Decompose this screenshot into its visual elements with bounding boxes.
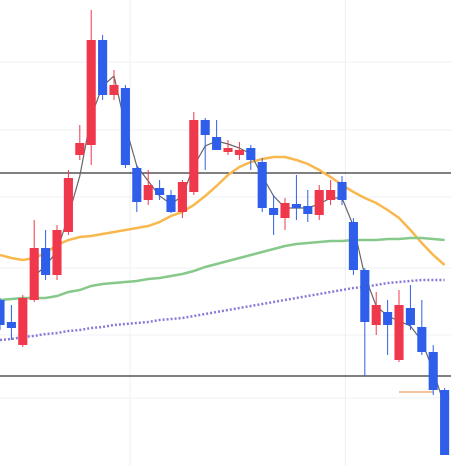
candle-body (98, 40, 108, 95)
candle-body (189, 120, 199, 192)
candle-body (383, 312, 393, 325)
candle-body (177, 182, 187, 212)
candle-body (291, 204, 301, 208)
candle-body (257, 162, 267, 208)
candle-body (155, 188, 165, 195)
candle-body (303, 206, 313, 214)
candle-body (212, 137, 222, 150)
candle-body (120, 88, 130, 165)
candle-body (428, 352, 438, 390)
candle-body (371, 305, 381, 325)
candle-body (314, 190, 324, 215)
candle-body (280, 203, 290, 218)
ma-line (0, 236, 445, 302)
candle-body (326, 190, 336, 200)
candle-body (246, 148, 256, 160)
candle-body (417, 327, 427, 352)
candle-body (440, 390, 450, 455)
candle-body (132, 168, 142, 202)
candle-body (234, 150, 244, 155)
candle-body (200, 120, 210, 135)
candle-body (109, 85, 119, 95)
candle-body (6, 322, 16, 328)
candle-body (348, 222, 358, 270)
candle-body (0, 300, 5, 325)
candle-body (75, 143, 85, 155)
ma-line (0, 278, 445, 342)
candle-body (86, 40, 96, 145)
candle-body (143, 185, 153, 200)
candle-body (18, 298, 28, 345)
candle-body (166, 195, 176, 212)
candle-body (360, 270, 370, 322)
candle-body (394, 305, 404, 360)
ma-line (0, 155, 446, 266)
candle-body (52, 230, 62, 275)
candle-body (223, 148, 233, 152)
candle-body (405, 308, 415, 325)
candle-body (41, 248, 51, 275)
candle-body (63, 178, 73, 232)
candle-body (29, 248, 39, 300)
candle-body (337, 182, 347, 200)
candle-body (269, 208, 279, 215)
